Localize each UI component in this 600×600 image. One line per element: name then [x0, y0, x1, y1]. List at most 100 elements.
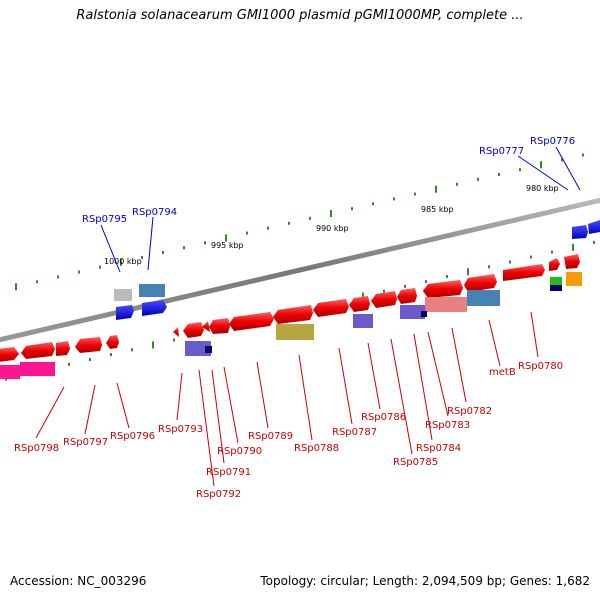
gene-red-arrow[interactable] — [106, 335, 119, 349]
scale-tick — [183, 246, 185, 250]
gene-red-arrow[interactable] — [183, 322, 204, 338]
scale-tick — [89, 358, 91, 362]
scale-tick — [551, 250, 553, 254]
tick-row-above — [15, 153, 584, 291]
gene-blue-arrow[interactable] — [588, 220, 600, 234]
upper-gene-lane — [114, 220, 600, 320]
scale-tick — [446, 275, 448, 279]
gene-steel-block[interactable] — [467, 290, 500, 306]
gene-red-arrow[interactable] — [273, 305, 313, 324]
gene-label-rsp0782[interactable]: RSp0782 — [447, 406, 492, 417]
gene-olive-block[interactable] — [276, 324, 314, 340]
scale-tick — [99, 265, 101, 269]
gene-label-rsp0789[interactable]: RSp0789 — [248, 431, 293, 442]
gene-label-rsp0786[interactable]: RSp0786 — [361, 412, 406, 423]
gene-red-arrow[interactable] — [229, 312, 274, 331]
gene-red-arrow[interactable] — [349, 296, 370, 312]
scale-tick — [582, 153, 584, 157]
gene-label-rsp0780[interactable]: RSp0780 — [518, 361, 563, 372]
gene-label-rsp0790[interactable]: RSp0790 — [217, 446, 262, 457]
gene-navy-block[interactable] — [550, 285, 562, 291]
scale-tick — [204, 241, 206, 245]
scale-tick — [152, 341, 154, 349]
gene-label-metb[interactable]: metB — [489, 367, 516, 378]
gene-blue-arrow[interactable] — [572, 225, 588, 239]
gene-label-rsp0797[interactable]: RSp0797 — [63, 437, 108, 448]
scale-tick — [267, 226, 269, 230]
gene-orange-block[interactable] — [566, 272, 582, 286]
genome-summary-text: Topology: circular; Length: 2,094,509 bp… — [260, 574, 590, 588]
gene-label-rsp0788[interactable]: RSp0788 — [294, 443, 339, 454]
kbp-label-980: 980 kbp — [526, 184, 559, 193]
gene-label-rsp0795[interactable]: RSp0795 — [82, 214, 127, 225]
scale-tick — [425, 279, 427, 283]
scale-tick — [414, 192, 416, 196]
gene-navy-block[interactable] — [205, 346, 212, 353]
scale-tick — [131, 348, 133, 352]
gene-purple-block[interactable] — [185, 341, 211, 356]
main-gene-lane — [0, 274, 500, 379]
scale-tick — [330, 210, 332, 218]
kbp-label-995: 995 kbp — [211, 241, 244, 250]
gene-red-arrow[interactable] — [0, 347, 19, 362]
scale-tick — [351, 207, 353, 211]
scale-tick — [404, 284, 406, 288]
scale-tick — [393, 197, 395, 201]
gene-label-rsp0784[interactable]: RSp0784 — [416, 443, 461, 454]
scale-tick — [15, 283, 17, 291]
scale-tick — [593, 240, 595, 244]
gene-red-arrow[interactable] — [209, 318, 230, 334]
scale-tick — [561, 158, 563, 162]
scale-tick — [372, 202, 374, 206]
gene-label-rsp0792[interactable]: RSp0792 — [196, 489, 241, 500]
gene-label-rsp0794[interactable]: RSp0794 — [132, 207, 177, 218]
scale-tick — [530, 255, 532, 259]
gene-label-rsp0793[interactable]: RSp0793 — [158, 424, 203, 435]
gene-red-arrow[interactable] — [202, 321, 210, 332]
gene-red-arrow[interactable] — [549, 258, 560, 271]
gene-red-arrow[interactable] — [56, 341, 70, 356]
gene-label-rsp0798[interactable]: RSp0798 — [14, 443, 59, 454]
gene-red-arrow[interactable] — [371, 291, 397, 308]
gene-label-rsp0791[interactable]: RSp0791 — [206, 467, 251, 478]
scale-tick — [173, 338, 175, 342]
gene-label-rsp0796[interactable]: RSp0796 — [110, 431, 155, 442]
gene-pink-block[interactable] — [0, 365, 20, 379]
gene-red-arrow[interactable] — [503, 264, 545, 281]
gene-red-arrow[interactable] — [21, 342, 55, 359]
gene-red-arrow[interactable] — [313, 299, 349, 317]
gene-red-arrow[interactable] — [564, 254, 580, 269]
gene-salmon-block[interactable] — [425, 297, 467, 312]
gene-pink-block[interactable] — [20, 362, 55, 376]
kbp-label-985: 985 kbp — [421, 205, 454, 214]
gene-purple-block[interactable] — [353, 314, 373, 328]
gene-blue-arrow[interactable] — [142, 300, 167, 316]
scale-tick — [246, 231, 248, 235]
gene-navy-block[interactable] — [421, 311, 427, 317]
gene-red-arrow[interactable] — [75, 337, 102, 353]
scale-tick — [5, 377, 7, 381]
gene-rsp0795-block[interactable] — [114, 289, 132, 301]
scale-tick — [519, 168, 521, 172]
gene-rsp0794-block[interactable] — [139, 284, 165, 297]
scale-tick — [362, 292, 364, 300]
gene-green-block[interactable] — [550, 277, 562, 285]
gene-red-arrow[interactable] — [397, 288, 417, 304]
scale-tick — [120, 258, 122, 266]
gene-label-rsp0783[interactable]: RSp0783 — [425, 420, 470, 431]
gene-blue-arrow[interactable] — [116, 305, 134, 320]
gene-red-arrow[interactable] — [423, 280, 463, 298]
gene-label-rsp0777[interactable]: RSp0777 — [479, 146, 524, 157]
gene-label-rsp0776[interactable]: RSp0776 — [530, 136, 575, 147]
scale-tick — [572, 243, 574, 251]
gene-label-rsp0785[interactable]: RSp0785 — [393, 457, 438, 468]
gene-red-arrow[interactable] — [464, 274, 497, 292]
gene-red-arrow[interactable] — [173, 327, 179, 337]
gene-purple-block[interactable] — [400, 305, 425, 319]
scale-tick — [36, 280, 38, 284]
leader-lines-above — [100, 146, 581, 273]
scale-tick — [498, 173, 500, 177]
scale-tick — [467, 268, 469, 276]
scale-tick — [309, 216, 311, 220]
gene-label-rsp0787[interactable]: RSp0787 — [332, 427, 377, 438]
